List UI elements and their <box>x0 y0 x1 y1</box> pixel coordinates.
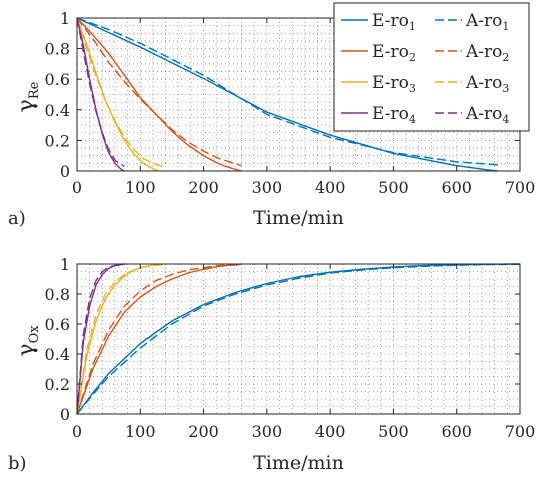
axes-frame-b <box>76 263 521 415</box>
legend-label-sub: 2 <box>409 51 416 64</box>
series-line-a-ro3 <box>76 264 163 415</box>
x-tick-label: 100 <box>125 422 156 441</box>
legend-label-base: A-ro <box>465 11 502 31</box>
legend-label-sub: 1 <box>409 20 416 33</box>
x-tick-label: 100 <box>125 178 156 197</box>
panel-b-chart: 0 100 200 300 400 500 600 700 0 0.2 0.4 0.6 0.8 1 Time… <box>8 255 535 474</box>
x-tick-label: 0 <box>72 178 82 197</box>
x-tick-label: 0 <box>72 422 82 441</box>
panel-label: b) <box>8 453 27 474</box>
legend-label: E-ro2 <box>372 42 416 64</box>
panel-label: a) <box>8 208 26 229</box>
x-axis-label: Time/min <box>253 207 344 229</box>
legend-box <box>333 2 530 132</box>
legend-label-sub: 4 <box>502 113 509 126</box>
y-tick-label: 0.6 <box>45 70 70 89</box>
legend-label-sub: 1 <box>502 20 509 33</box>
series-line-e-ro1 <box>76 17 498 172</box>
legend-label-sub: 4 <box>409 113 416 126</box>
x-tick-label: 400 <box>315 422 346 441</box>
legend-label: E-ro4 <box>372 104 416 126</box>
y-tick-label: 0 <box>60 162 70 181</box>
series-line-e-ro2 <box>76 263 242 415</box>
x-tick-label: 700 <box>505 422 536 441</box>
legend-label-base: E-ro <box>372 11 409 31</box>
series-line-e-ro3 <box>76 17 160 172</box>
series-line-a-ro2 <box>76 17 242 167</box>
legend-label: A-ro1 <box>465 11 509 33</box>
y-tick-label: 1 <box>60 255 70 274</box>
legend-label-base: E-ro <box>372 42 409 62</box>
y-tick-label: 0.4 <box>45 101 70 120</box>
series-group-b <box>76 263 521 415</box>
x-tick-label: 300 <box>252 422 283 441</box>
series-line-a-ro1 <box>76 17 498 166</box>
x-tick-label: 200 <box>188 178 219 197</box>
x-tick-label: 500 <box>378 422 409 441</box>
legend-label-sub: 3 <box>502 82 509 95</box>
series-group-a <box>76 17 498 172</box>
legend-label: A-ro4 <box>465 104 509 126</box>
y-axis-label: γOx <box>14 325 42 357</box>
legend-label-base: A-ro <box>465 73 502 93</box>
series-line-a-ro4 <box>76 17 125 167</box>
series-line-a-ro3 <box>76 17 163 168</box>
x-tick-label: 500 <box>378 178 409 197</box>
x-tick-label: 600 <box>441 422 472 441</box>
legend-label-base: E-ro <box>372 104 409 124</box>
legend-label-base: E-ro <box>372 73 409 93</box>
x-tick-label: 200 <box>188 422 219 441</box>
plot-area-b <box>77 264 520 414</box>
y-axis-label-sub: Ox <box>27 325 42 344</box>
legend-label-base: A-ro <box>465 104 502 124</box>
legend-label: E-ro3 <box>372 73 416 95</box>
y-tick-label: 0.6 <box>45 315 70 334</box>
y-axis-label-main: γ <box>14 343 39 356</box>
x-tick-label: 300 <box>252 178 283 197</box>
y-axis-label-main: γ <box>14 99 39 112</box>
y-axis-label-sub: Re <box>27 81 42 99</box>
y-tick-label: 0.4 <box>45 345 70 364</box>
series-line-a-ro1 <box>76 263 521 415</box>
x-tick-label: 600 <box>441 178 472 197</box>
x-tick-label: 400 <box>315 178 346 197</box>
legend-label: A-ro2 <box>465 42 509 64</box>
y-axis-label: γRe <box>14 81 42 112</box>
grid-b <box>77 264 520 414</box>
legend-label-sub: 2 <box>502 51 509 64</box>
series-line-a-ro4 <box>76 263 125 415</box>
series-line-a-ro2 <box>76 264 242 415</box>
y-tick-label: 0.2 <box>45 375 70 394</box>
y-tick-label: 0 <box>60 405 70 424</box>
y-tick-label: 1 <box>60 9 70 28</box>
legend-label-base: A-ro <box>465 42 502 62</box>
y-tick-label: 0.2 <box>45 131 70 150</box>
x-tick-label: 700 <box>505 178 536 197</box>
legend-label: A-ro3 <box>465 73 509 95</box>
panel-a-chart: 0 100 200 300 400 500 600 700 0 0.2 0.4 0.6 0.8 1 Time… <box>8 2 536 229</box>
legend-label-sub: 3 <box>409 82 416 95</box>
legend-label: E-ro1 <box>372 11 416 33</box>
y-tick-label: 0.8 <box>45 40 70 59</box>
y-tick-label: 0.8 <box>45 285 70 304</box>
x-axis-label: Time/min <box>253 452 344 474</box>
